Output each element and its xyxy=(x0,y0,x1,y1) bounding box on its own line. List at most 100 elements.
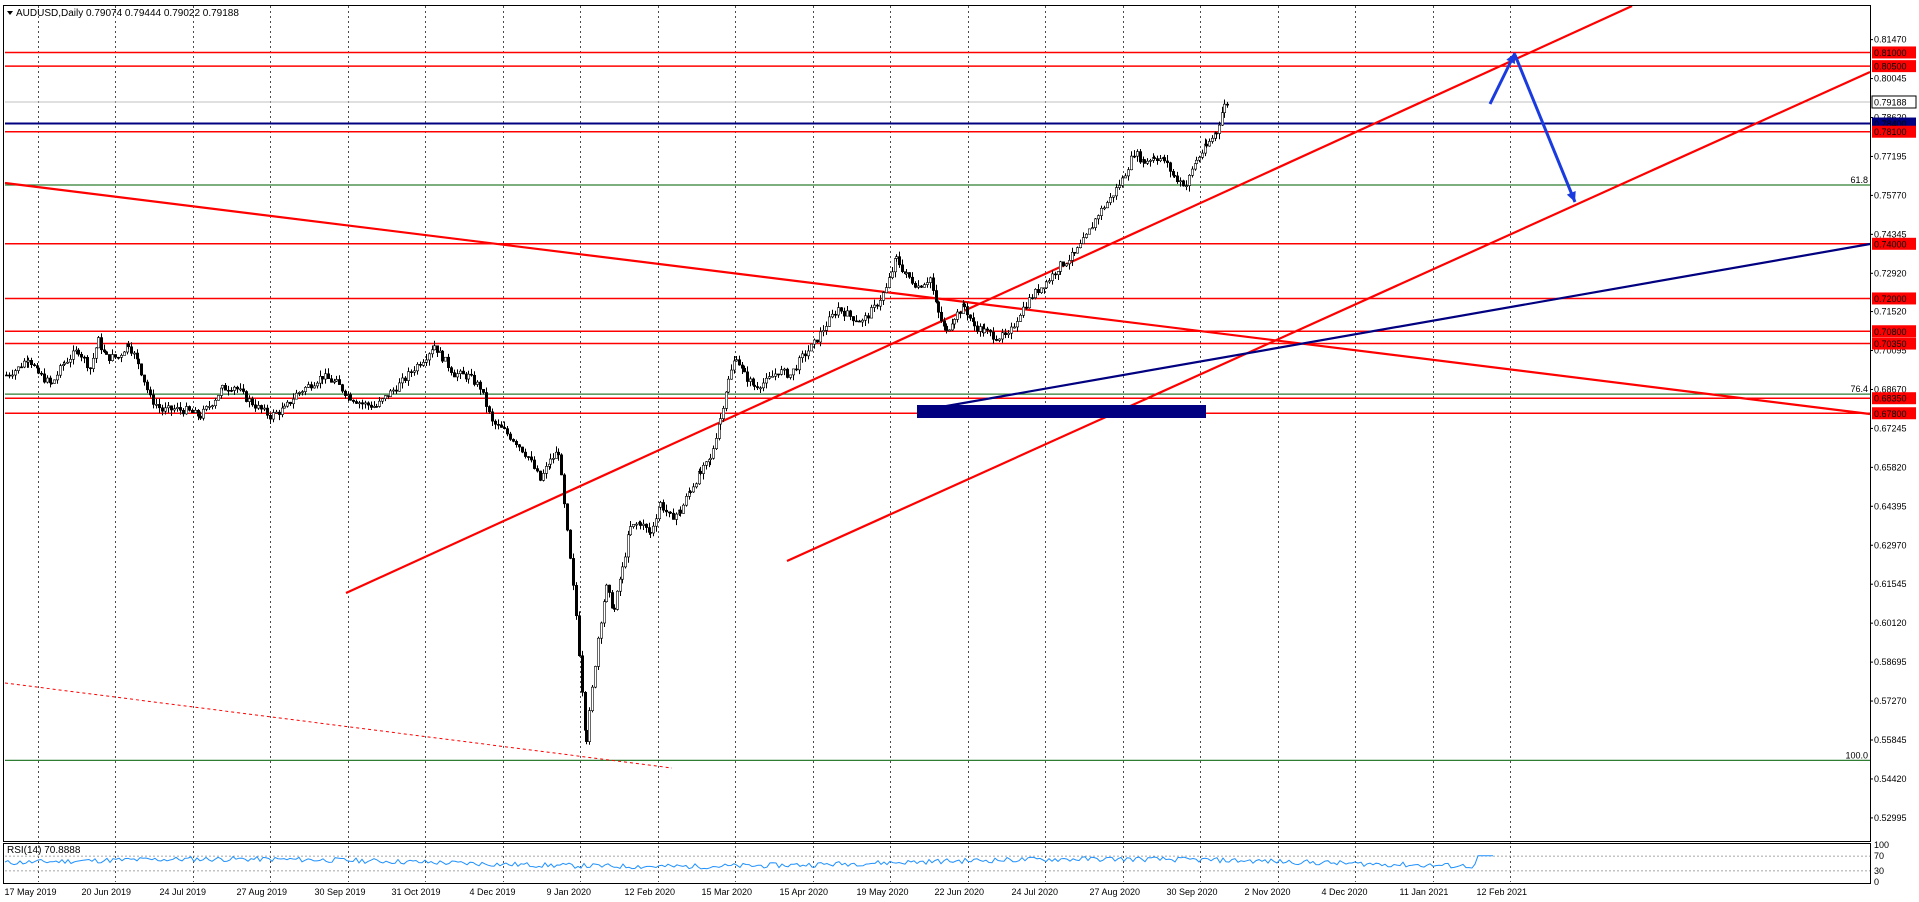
time-tick-label: 4 Dec 2019 xyxy=(470,887,516,897)
candle-body xyxy=(664,509,668,513)
candle-body xyxy=(988,329,992,333)
time-tick-label: 11 Jan 2021 xyxy=(1400,887,1449,897)
candle-body xyxy=(770,375,774,378)
candle-body xyxy=(1223,103,1227,113)
support-zone xyxy=(917,405,1206,418)
candle-body xyxy=(1062,261,1066,267)
candle-body xyxy=(884,287,888,293)
candle-body xyxy=(146,381,150,391)
candle-body xyxy=(599,622,603,639)
candle-body xyxy=(380,398,384,402)
candle-body xyxy=(878,300,882,307)
candle-body xyxy=(548,458,552,465)
candle-body xyxy=(164,407,168,412)
candle-body xyxy=(698,470,702,474)
candle-body xyxy=(334,379,338,382)
candle-body xyxy=(282,405,286,409)
candle-body xyxy=(86,357,90,369)
candle-body xyxy=(596,637,600,667)
candle-body xyxy=(326,373,330,380)
candle-body xyxy=(348,394,352,401)
candle-body xyxy=(233,386,237,391)
candle-body xyxy=(538,470,542,481)
candle-body xyxy=(45,377,49,383)
candle-body xyxy=(490,411,494,422)
candle-body xyxy=(939,311,943,322)
candle-body xyxy=(985,328,989,331)
candle-body xyxy=(809,343,813,352)
menu-triangle-icon[interactable] xyxy=(7,11,13,15)
candle-body xyxy=(14,370,18,376)
candle-body xyxy=(340,384,344,392)
candle-body xyxy=(415,364,419,372)
candle-body xyxy=(779,369,783,375)
candle-body xyxy=(105,351,109,355)
candle-body xyxy=(291,398,295,405)
candle-body xyxy=(872,304,876,308)
candle-body xyxy=(1153,157,1157,159)
candle-body xyxy=(584,729,588,742)
time-tick-label: 24 Jul 2019 xyxy=(160,887,207,897)
candle-body xyxy=(1118,185,1122,188)
candle-body xyxy=(1130,155,1134,171)
candle-body xyxy=(651,525,655,534)
candle-body xyxy=(288,401,292,405)
candle-body xyxy=(458,370,462,374)
candle-body xyxy=(1208,141,1212,147)
candle-body xyxy=(360,402,364,405)
ohlc-values: 0.79074 0.79444 0.79022 0.79188 xyxy=(86,8,239,19)
candle-body xyxy=(1136,151,1140,157)
candle-body xyxy=(577,615,581,657)
time-tick-label: 27 Aug 2020 xyxy=(1090,887,1141,897)
candle-body xyxy=(297,392,301,394)
rsi-level-label: 0 xyxy=(1874,877,1879,887)
candle-body xyxy=(152,394,156,405)
candle-body xyxy=(1146,160,1150,164)
candle-body xyxy=(916,285,920,288)
candle-body xyxy=(224,385,228,391)
candle-body xyxy=(1021,306,1025,316)
candle-body xyxy=(773,373,777,377)
candle-body xyxy=(863,315,867,321)
candle-body xyxy=(409,371,413,373)
candle-body xyxy=(472,374,476,385)
candle-body xyxy=(806,350,810,357)
price-tag-label: 0.70800 xyxy=(1874,327,1907,337)
candle-body xyxy=(8,374,12,377)
candle-body xyxy=(440,350,444,362)
price-tick-label: 0.54420 xyxy=(1874,774,1907,784)
candle-body xyxy=(544,466,548,474)
candle-body xyxy=(397,382,401,392)
candle-body xyxy=(111,354,115,361)
price-tag-box xyxy=(1872,125,1916,138)
candle-body xyxy=(934,290,938,303)
candle-body xyxy=(815,339,819,343)
candle-body xyxy=(978,326,982,332)
candle-body xyxy=(1079,243,1083,248)
time-tick-label: 27 Aug 2019 xyxy=(237,887,288,897)
candle-body xyxy=(860,319,864,323)
candle-body xyxy=(628,526,632,536)
candle-body xyxy=(684,496,688,506)
candle-body xyxy=(136,352,140,360)
candle-body xyxy=(726,378,730,393)
candle-body xyxy=(294,392,298,400)
candle-body xyxy=(734,359,738,362)
candle-body xyxy=(502,427,506,429)
candle-body xyxy=(354,401,358,404)
candle-body xyxy=(475,381,479,385)
price-tick-label: 0.74345 xyxy=(1874,229,1907,239)
price-tag-label: 0.79188 xyxy=(1874,97,1907,107)
candle-body xyxy=(108,354,112,361)
candle-body xyxy=(634,523,638,526)
candle-body xyxy=(496,424,500,426)
candle-body xyxy=(1159,158,1163,162)
candle-body xyxy=(508,433,512,440)
candle-body xyxy=(42,373,46,383)
candle-body xyxy=(887,277,891,288)
candle-body xyxy=(323,373,327,380)
price-tick-label: 0.75770 xyxy=(1874,190,1907,200)
candle-body xyxy=(1059,261,1063,272)
time-tick-label: 30 Sep 2020 xyxy=(1167,887,1218,897)
